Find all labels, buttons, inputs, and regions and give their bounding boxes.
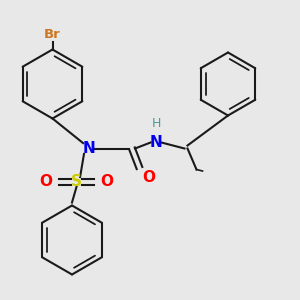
Text: H: H [151, 118, 161, 130]
Text: O: O [40, 174, 52, 189]
Text: N: N [82, 141, 95, 156]
Text: S: S [71, 174, 82, 189]
Text: O: O [100, 174, 113, 189]
Text: Br: Br [44, 28, 61, 41]
Text: N: N [150, 135, 162, 150]
Text: O: O [142, 169, 155, 184]
